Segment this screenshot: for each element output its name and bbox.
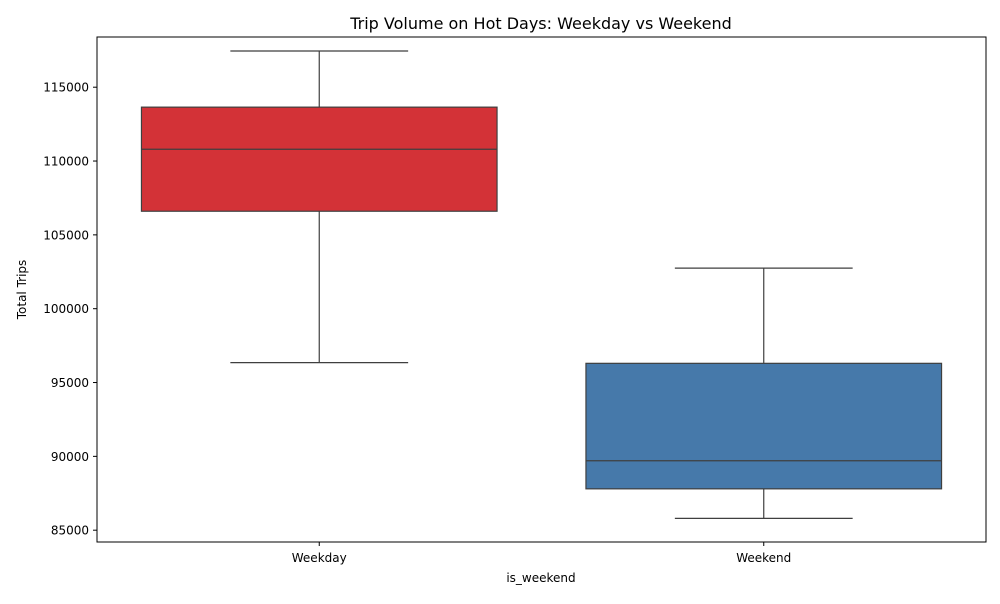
y-tick-label: 105000 xyxy=(43,228,89,242)
box-weekend xyxy=(585,267,943,519)
y-tick-label: 95000 xyxy=(51,376,89,390)
box-weekday xyxy=(140,50,498,364)
iqr-box xyxy=(585,362,943,490)
x-axis: Weekday Weekend xyxy=(292,542,791,565)
y-tick-label: 115000 xyxy=(43,81,89,95)
y-tick-label: 100000 xyxy=(43,302,89,316)
y-axis-label: Total Trips xyxy=(15,260,29,321)
plot-area xyxy=(140,50,943,519)
y-tick-label: 85000 xyxy=(51,524,89,538)
y-tick-label: 90000 xyxy=(51,450,89,464)
iqr-box xyxy=(140,106,498,212)
chart-title: Trip Volume on Hot Days: Weekday vs Week… xyxy=(349,14,732,33)
plot-frame xyxy=(96,36,987,543)
y-tick-label: 110000 xyxy=(43,155,89,169)
x-tick-label: Weekend xyxy=(736,551,791,565)
x-axis-label: is_weekend xyxy=(506,571,575,585)
y-axis: 85000 90000 95000 100000 105000 110000 115000 xyxy=(43,81,97,538)
x-tick-label: Weekday xyxy=(292,551,347,565)
